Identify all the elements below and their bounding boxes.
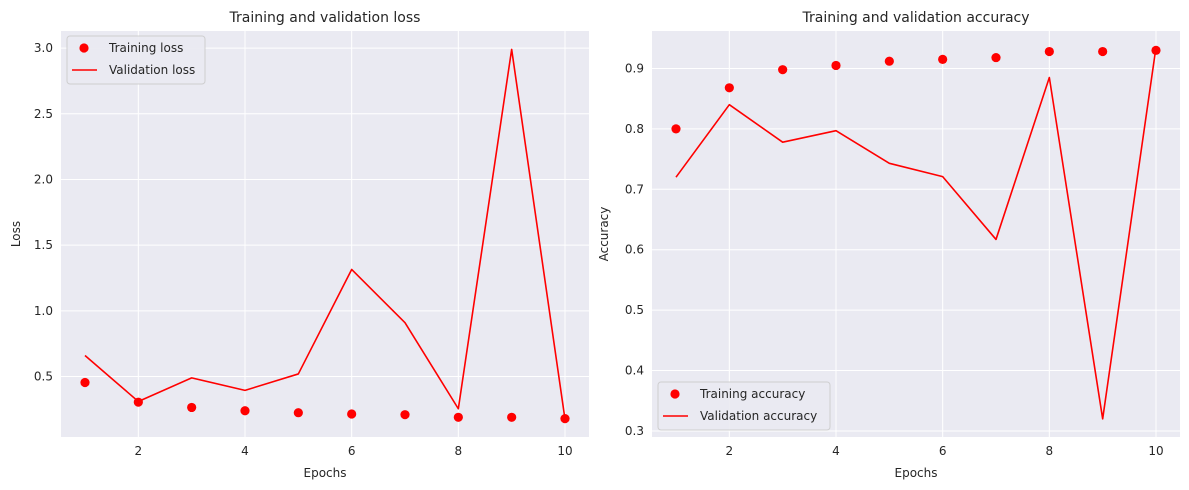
series-line-validation-loss bbox=[84, 48, 566, 420]
y-tick-label: 0.5 bbox=[34, 370, 53, 384]
data-point-training-accuracy bbox=[1151, 45, 1161, 55]
series-line-validation-accuracy bbox=[675, 47, 1157, 420]
x-axis-label: Epochs bbox=[304, 466, 347, 480]
legend-marker-training-loss bbox=[79, 43, 89, 53]
loss-chart: 2 4 6 8 10 0.5 1.0 1.5 2.0 2.5 3.0 Training and val… bbox=[9, 10, 589, 480]
x-tick-label: 8 bbox=[1046, 444, 1054, 458]
chart-title: Training and validation loss bbox=[229, 10, 421, 26]
x-tick-label: 4 bbox=[241, 444, 249, 458]
x-tick-label: 10 bbox=[557, 444, 572, 458]
y-tick-label: 2.0 bbox=[34, 172, 53, 186]
data-point-training-accuracy bbox=[991, 52, 1001, 63]
x-tick-label: 2 bbox=[726, 444, 734, 458]
legend-label: Training accuracy bbox=[699, 387, 805, 401]
y-tick-label: 1.5 bbox=[34, 238, 53, 252]
x-tick-label: 6 bbox=[939, 444, 947, 458]
data-point-training-accuracy bbox=[671, 124, 681, 134]
data-point-training-loss bbox=[507, 412, 517, 422]
y-tick-label: 1.0 bbox=[34, 304, 53, 318]
data-point-training-accuracy bbox=[1044, 46, 1054, 57]
legend-label: Training loss bbox=[108, 41, 183, 55]
x-tick-label: 2 bbox=[135, 444, 143, 458]
data-point-training-accuracy bbox=[1098, 46, 1108, 57]
legend-label: Validation accuracy bbox=[700, 409, 817, 423]
y-tick-label: 0.3 bbox=[625, 424, 644, 438]
data-point-training-loss bbox=[453, 412, 463, 422]
y-tick-label: 0.9 bbox=[625, 61, 644, 75]
data-point-training-loss bbox=[187, 402, 197, 413]
y-axis-label: Loss bbox=[9, 221, 23, 247]
y-tick-label: 0.7 bbox=[625, 182, 644, 196]
data-point-training-loss bbox=[293, 408, 303, 418]
x-tick-label: 6 bbox=[348, 444, 356, 458]
accuracy-chart: 2 4 6 8 10 0.3 0.4 0.5 0.6 0.7 0.8 0.9 Training and … bbox=[597, 10, 1180, 480]
x-tick-label: 8 bbox=[455, 444, 463, 458]
data-point-training-accuracy bbox=[831, 60, 841, 71]
legend-box bbox=[657, 381, 831, 431]
data-point-training-loss bbox=[240, 406, 250, 416]
y-tick-label: 0.8 bbox=[625, 122, 644, 136]
chart-title: Training and validation accuracy bbox=[801, 10, 1029, 26]
data-point-training-accuracy bbox=[778, 65, 788, 75]
data-point-training-accuracy bbox=[884, 56, 894, 66]
y-tick-label: 0.6 bbox=[625, 243, 644, 257]
data-point-training-loss bbox=[133, 397, 143, 407]
y-tick-label: 3.0 bbox=[34, 41, 53, 55]
data-point-training-loss bbox=[400, 410, 410, 420]
y-tick-label: 0.5 bbox=[625, 303, 644, 317]
plot-area bbox=[652, 31, 1180, 437]
legend-label: Validation loss bbox=[109, 63, 195, 77]
legend-box bbox=[66, 35, 206, 85]
y-axis-label: Accuracy bbox=[597, 207, 611, 262]
x-tick-label: 10 bbox=[1148, 444, 1163, 458]
plot-area bbox=[61, 31, 589, 437]
x-axis-label: Epochs bbox=[895, 466, 938, 480]
data-point-training-loss bbox=[560, 414, 570, 424]
data-point-training-loss bbox=[80, 377, 90, 388]
x-tick-label: 4 bbox=[832, 444, 840, 458]
data-point-training-accuracy bbox=[938, 54, 948, 64]
data-point-training-accuracy bbox=[724, 83, 734, 93]
data-point-training-loss bbox=[347, 409, 357, 419]
y-tick-label: 2.5 bbox=[34, 107, 53, 121]
y-tick-label: 0.4 bbox=[625, 364, 644, 378]
legend-marker-training-accuracy bbox=[670, 389, 680, 399]
